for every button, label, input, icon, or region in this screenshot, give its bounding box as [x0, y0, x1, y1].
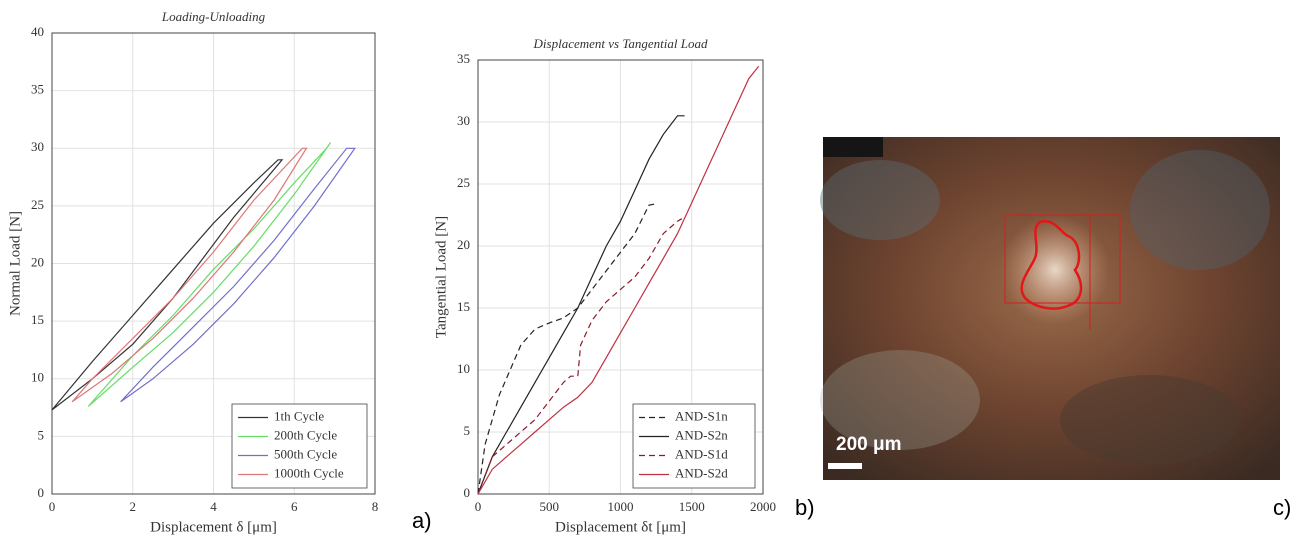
y-tick-label: 5	[38, 427, 45, 442]
y-tick-label: 30	[457, 113, 470, 128]
y-axis-label: Normal Load [N]	[7, 211, 23, 316]
y-tick-label: 40	[31, 24, 44, 39]
y-tick-label: 25	[457, 175, 470, 190]
y-tick-label: 0	[38, 485, 45, 500]
series-line	[120, 147, 356, 403]
series-line	[51, 159, 284, 411]
plot-frame	[477, 59, 764, 495]
y-tick-label: 20	[457, 237, 470, 252]
x-tick-label: 0	[49, 499, 56, 514]
x-tick-label: 1500	[679, 499, 705, 514]
micrograph: 200 μm	[820, 137, 1280, 480]
y-tick-label: 35	[457, 51, 470, 66]
series-line	[87, 142, 332, 407]
x-tick-label: 6	[291, 499, 298, 514]
legend-label: AND-S2n	[675, 427, 728, 442]
x-tick-label: 1000	[608, 499, 634, 514]
x-axis-label: Displacement δ [μm]	[150, 519, 277, 535]
legend-label: AND-S1n	[675, 408, 728, 423]
y-tick-label: 15	[31, 312, 44, 327]
x-tick-label: 4	[210, 499, 217, 514]
legend-label: 1th Cycle	[274, 408, 324, 423]
x-tick-label: 0	[475, 499, 482, 514]
legend-label: 200th Cycle	[274, 427, 337, 442]
panel-label: a)	[412, 508, 432, 533]
series-line	[477, 203, 657, 495]
y-tick-label: 10	[457, 361, 470, 376]
y-tick-label: 20	[31, 254, 44, 269]
y-tick-label: 35	[31, 82, 44, 97]
x-tick-label: 2000	[750, 499, 776, 514]
legend-label: 500th Cycle	[274, 446, 337, 461]
chart-title: Loading-Unloading	[161, 9, 266, 24]
legend-label: AND-S1d	[675, 446, 728, 461]
x-tick-label: 500	[540, 499, 560, 514]
chart-title: Displacement vs Tangential Load	[533, 36, 708, 51]
x-axis-label: Displacement δt [μm]	[555, 519, 686, 535]
y-tick-label: 30	[31, 139, 44, 154]
x-tick-label: 8	[372, 499, 379, 514]
panel-label: b)	[795, 495, 815, 520]
series-line	[477, 115, 685, 495]
y-axis-label: Tangential Load [N]	[433, 216, 449, 338]
y-tick-label: 0	[464, 485, 471, 500]
y-tick-label: 25	[31, 197, 44, 212]
scale-label: 200 μm	[836, 434, 902, 455]
legend-label: AND-S2d	[675, 465, 728, 480]
y-tick-label: 15	[457, 299, 470, 314]
series-line	[71, 147, 308, 403]
y-tick-label: 10	[31, 370, 44, 385]
plot-frame	[51, 32, 376, 495]
panel-label: c)	[1273, 495, 1291, 520]
y-tick-label: 5	[464, 423, 471, 438]
x-tick-label: 2	[130, 499, 137, 514]
series-line	[477, 65, 760, 495]
series-line	[477, 218, 683, 495]
legend-label: 1000th Cycle	[274, 465, 344, 480]
